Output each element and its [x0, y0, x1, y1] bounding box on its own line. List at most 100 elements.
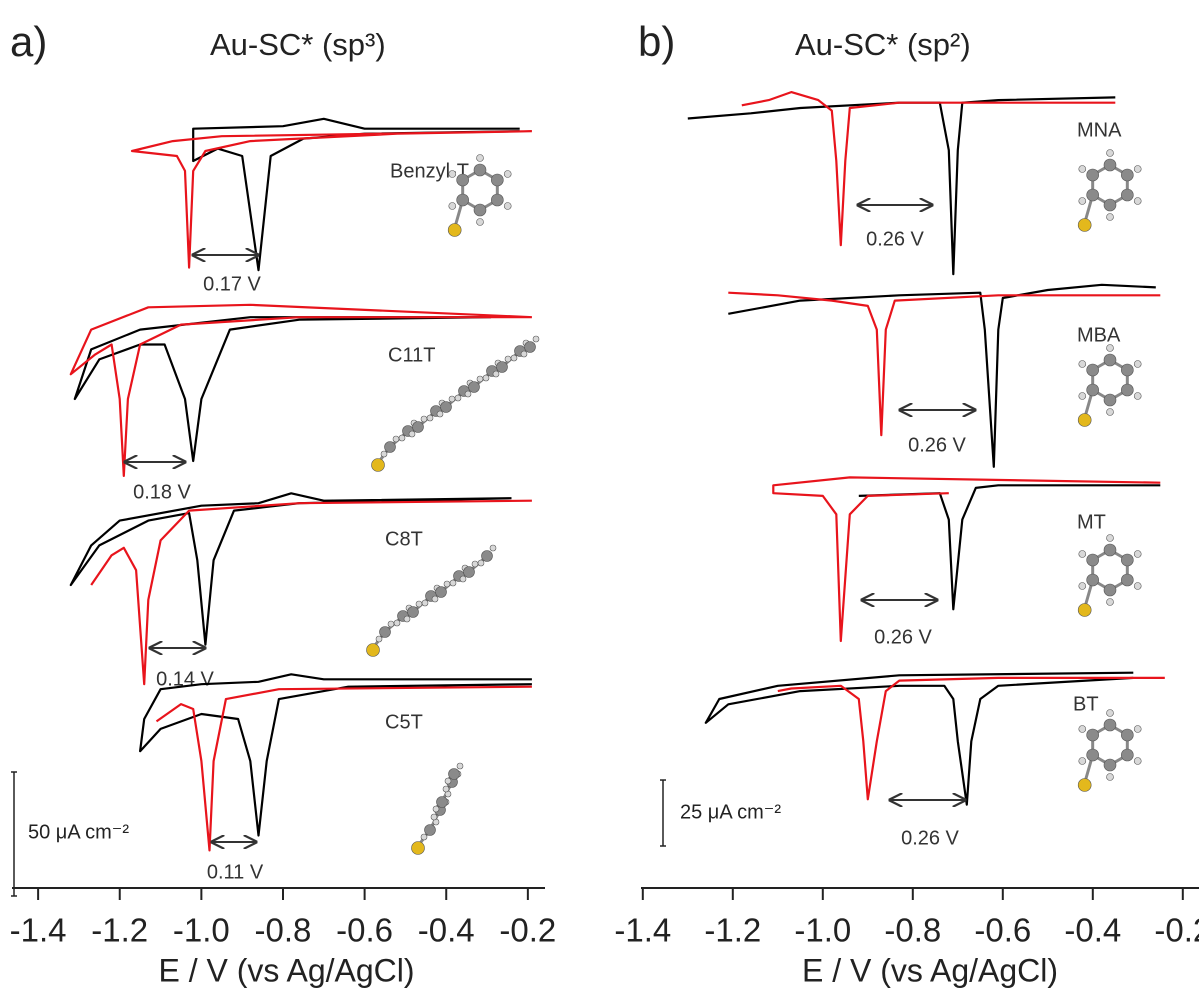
x-tick-label: -0.8 [884, 912, 941, 949]
scale-label: 25 μA cm⁻² [680, 801, 781, 823]
x-tick-label: -1.0 [794, 912, 851, 949]
x-tick-label: -0.2 [499, 912, 556, 949]
atom [474, 204, 486, 216]
atom [449, 769, 460, 780]
cv-trace [742, 92, 1116, 245]
atom [416, 601, 422, 607]
atom [1107, 535, 1114, 542]
atom [1121, 554, 1133, 566]
shift-label: 0.17 V [203, 273, 261, 295]
system-label: C5T [385, 711, 423, 733]
atom [1134, 551, 1141, 558]
atom [1104, 394, 1116, 406]
atom [1121, 729, 1133, 741]
atom [431, 814, 437, 820]
x-tick-label: -0.2 [1154, 912, 1199, 949]
atom [465, 391, 471, 397]
cv-trace [140, 674, 532, 835]
atom [1078, 219, 1091, 232]
shift-label: 0.26 V [908, 434, 966, 456]
atom [1134, 361, 1141, 368]
atom [445, 778, 451, 784]
x-tick-label: -1.4 [614, 912, 671, 949]
cv-trace [706, 673, 1134, 805]
atom [457, 194, 469, 206]
atom [1087, 169, 1099, 181]
atom [478, 560, 484, 566]
atom [1079, 551, 1086, 558]
atom [1121, 574, 1133, 586]
atom [449, 203, 456, 210]
atom [404, 616, 410, 622]
page: {"chart_data": [ {"type": "line", "label… [0, 0, 1199, 998]
scale-label: 50 μA cm⁻² [28, 821, 129, 843]
atom [425, 825, 436, 836]
atom [437, 411, 443, 417]
system-label: MNA [1077, 119, 1122, 141]
atom [1104, 759, 1116, 771]
atom [491, 194, 503, 206]
system-label: BT [1073, 693, 1099, 715]
atom [469, 382, 480, 393]
atom [457, 763, 463, 769]
molecule [1078, 710, 1141, 792]
atom [491, 174, 503, 186]
x-tick-label: -1.0 [173, 912, 230, 949]
atom [477, 155, 484, 162]
atom [1107, 345, 1114, 352]
atom [1121, 384, 1133, 396]
atom [1121, 169, 1133, 181]
atom [444, 581, 450, 587]
x-tick-label: -0.4 [1064, 912, 1121, 949]
panel-label: a) [10, 18, 47, 65]
atom [1121, 749, 1133, 761]
figure: a)Au-SC* (sp³)-1.4-1.2-1.0-0.8-0.6-0.4-0… [0, 0, 1199, 998]
atom [1087, 749, 1099, 761]
atom [455, 395, 461, 401]
atom [1104, 719, 1116, 731]
atom [441, 402, 452, 413]
atom [1134, 758, 1141, 765]
atom [1107, 214, 1114, 221]
atom [372, 459, 385, 472]
atom [421, 416, 427, 422]
atom [421, 834, 427, 840]
shift-label: 0.11 V [207, 861, 264, 883]
atom [521, 351, 527, 357]
shift-label: 0.18 V [133, 481, 191, 503]
atom [1087, 189, 1099, 201]
atom [1107, 409, 1114, 416]
x-tick-label: -0.8 [255, 912, 312, 949]
atom [450, 580, 456, 586]
atom [477, 376, 483, 382]
atom [464, 567, 475, 578]
system-label: MBA [1077, 324, 1121, 346]
atom [1087, 364, 1099, 376]
atom [474, 164, 486, 176]
cv-trace [728, 293, 1160, 436]
molecule [367, 545, 497, 657]
panel-title: Au-SC* (sp³) [210, 27, 386, 62]
atom [1104, 159, 1116, 171]
atom [399, 435, 405, 441]
x-tick-label: -1.2 [704, 912, 761, 949]
atom [1079, 726, 1086, 733]
system-label: C8T [385, 528, 423, 550]
atom [482, 551, 493, 562]
atom [432, 596, 438, 602]
atom [449, 396, 455, 402]
panel-title: Au-SC* (sp²) [795, 27, 971, 62]
atom [1121, 189, 1133, 201]
atom [433, 806, 439, 812]
cv-trace [193, 119, 520, 270]
atom [412, 842, 425, 855]
atom [408, 607, 419, 618]
atom [413, 422, 424, 433]
atom [505, 356, 511, 362]
atom [1078, 604, 1091, 617]
atom [449, 171, 456, 178]
atom [380, 627, 391, 638]
x-axis-label: E / V (vs Ag/AgCl) [158, 952, 414, 988]
cv-trace [91, 501, 532, 685]
atom [1087, 384, 1099, 396]
